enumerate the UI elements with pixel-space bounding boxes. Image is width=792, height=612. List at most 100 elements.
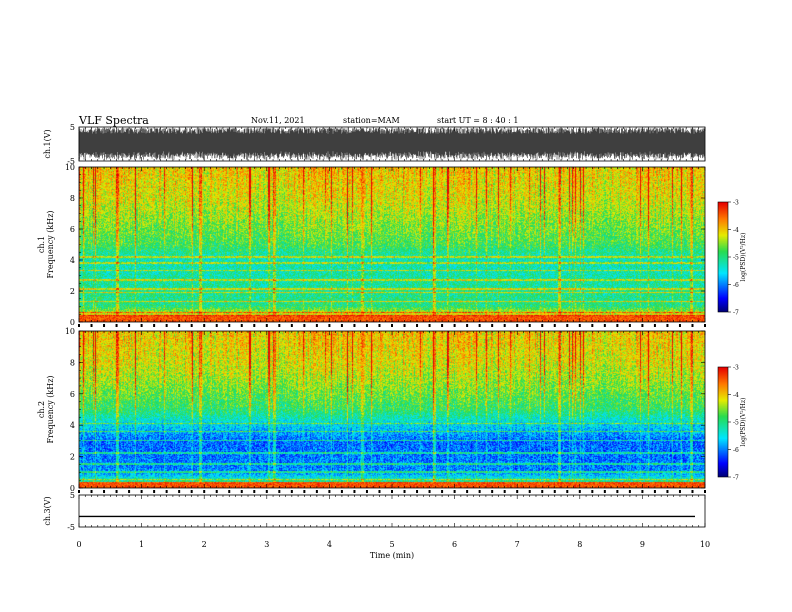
minute-marker [140,324,143,327]
freq-tick-label: 2 [70,453,75,462]
minute-marker [353,490,356,493]
minute-marker [140,490,143,493]
freq-tick-label: 4 [70,256,75,265]
time-axis-label: Time (min) [370,551,414,560]
time-tick-label: 6 [452,540,457,549]
minute-marker [478,324,481,327]
spectrogram-ylabel: Frequency (kHz) [46,210,55,278]
minute-marker [628,324,631,327]
ch1-ytick-label: 5 [70,123,75,132]
colorbar-tick-label: -3 [733,365,739,372]
minute-marker [641,324,644,327]
colorbar-tick-label: -7 [733,310,739,317]
minute-marker [165,324,168,327]
minute-marker [253,324,256,327]
minute-marker [503,490,506,493]
minute-marker [453,490,456,493]
minute-marker [616,324,619,327]
ch1-ytick-label: -5 [67,157,75,166]
minute-marker [666,490,669,493]
freq-tick-label: 4 [70,421,75,430]
minute-marker [215,324,218,327]
minute-marker [228,490,231,493]
minute-marker [441,324,444,327]
spectrogram-image-ch1 [79,167,705,322]
minute-marker [553,490,556,493]
minute-marker [228,324,231,327]
minute-marker [628,490,631,493]
minute-marker [516,324,519,327]
spectrogram-image-ch2 [79,331,705,488]
minute-marker [240,324,243,327]
colorbar-tick-label: -6 [733,447,739,454]
minute-marker [340,490,343,493]
minute-marker [128,490,131,493]
minute-marker [303,490,306,493]
minute-marker [603,490,606,493]
time-tick-label: 7 [515,540,520,549]
minute-marker [278,490,281,493]
freq-tick-label: 10 [65,327,75,336]
minute-marker [378,324,381,327]
minute-marker [666,324,669,327]
colorbar-tick-label: -6 [733,282,739,289]
minute-marker [566,324,569,327]
minute-marker [278,324,281,327]
minute-marker [365,324,368,327]
minute-marker [315,324,318,327]
minute-marker [553,324,556,327]
minute-marker [290,490,293,493]
time-tick-label: 4 [327,540,332,549]
minute-marker [578,490,581,493]
minute-marker [541,490,544,493]
colorbar-tick-label: -4 [733,227,739,234]
minute-marker [566,490,569,493]
minute-marker [441,490,444,493]
minute-marker [691,324,694,327]
minute-marker [78,490,80,493]
minute-marker [453,324,456,327]
minute-marker [616,490,619,493]
minute-marker [103,490,106,493]
colorbar-label: log(PSD)(V²/Hz) [740,233,747,282]
minute-marker [328,324,331,327]
minute-marker [704,490,706,493]
minute-marker [403,490,406,493]
freq-tick-label: 0 [70,484,75,493]
minute-marker [653,490,656,493]
minute-marker [466,324,469,327]
minute-marker [265,490,268,493]
minute-marker [378,490,381,493]
minute-marker [203,490,206,493]
minute-marker [491,324,494,327]
spectrogram-channel-label: ch.2 [37,401,46,418]
minute-marker [428,324,431,327]
ch1-ylabel: ch.1(V) [43,129,52,158]
time-tick-label: 9 [640,540,645,549]
minute-marker [528,490,531,493]
minute-marker [653,324,656,327]
minute-marker [641,490,644,493]
minute-marker [315,490,318,493]
colorbar-tick-label: -3 [733,200,739,207]
colorbar-ch1 [718,202,728,312]
minute-marker [365,490,368,493]
minute-marker [290,324,293,327]
panel-frame [78,494,706,528]
minute-marker [190,490,193,493]
minute-marker [128,324,131,327]
ch3-ytick-label: -5 [67,523,75,532]
minute-marker [353,324,356,327]
minute-marker [578,324,581,327]
minute-marker [603,324,606,327]
minute-marker [153,324,156,327]
station-label: station=MAM [343,116,400,125]
minute-marker [265,324,268,327]
signal-layer [78,128,705,518]
colorbar-tick-label: -7 [733,475,739,482]
freq-tick-label: 6 [70,390,75,399]
minute-marker [203,324,206,327]
minute-marker [403,324,406,327]
